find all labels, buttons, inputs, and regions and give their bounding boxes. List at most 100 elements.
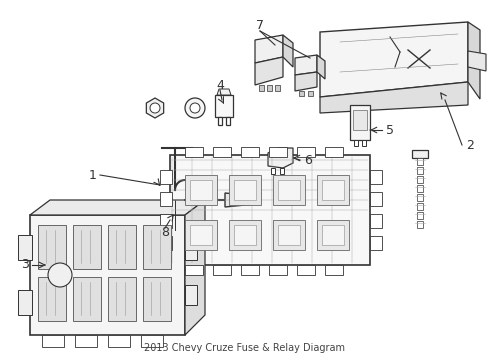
Bar: [30, 215, 184, 335]
Bar: [416, 167, 422, 174]
Bar: [259, 85, 264, 91]
Bar: [274, 85, 280, 91]
Bar: [184, 175, 217, 205]
Bar: [213, 265, 230, 275]
Bar: [18, 290, 32, 315]
Bar: [108, 225, 136, 269]
Text: 3: 3: [21, 258, 29, 271]
Bar: [325, 265, 342, 275]
Polygon shape: [316, 55, 325, 79]
Bar: [353, 140, 357, 146]
Polygon shape: [184, 200, 204, 335]
Bar: [416, 212, 422, 219]
Bar: [296, 147, 314, 157]
Bar: [361, 140, 365, 146]
Polygon shape: [467, 51, 485, 71]
Bar: [234, 180, 256, 200]
Bar: [280, 168, 284, 174]
Bar: [228, 175, 261, 205]
Bar: [268, 265, 286, 275]
Bar: [141, 335, 163, 347]
Bar: [298, 91, 304, 96]
Bar: [369, 192, 381, 206]
Circle shape: [243, 195, 252, 205]
Polygon shape: [467, 22, 479, 99]
Circle shape: [184, 98, 204, 118]
Bar: [321, 225, 343, 245]
Polygon shape: [254, 57, 283, 85]
Bar: [416, 176, 422, 183]
Polygon shape: [349, 105, 369, 140]
Bar: [321, 180, 343, 200]
Polygon shape: [411, 150, 427, 158]
Bar: [266, 85, 271, 91]
Bar: [38, 225, 66, 269]
Bar: [369, 170, 381, 184]
Bar: [160, 192, 172, 206]
Bar: [184, 147, 203, 157]
Bar: [160, 170, 172, 184]
Bar: [316, 220, 348, 250]
Bar: [108, 277, 136, 321]
Bar: [416, 194, 422, 201]
Bar: [18, 235, 32, 260]
Bar: [184, 285, 197, 305]
Circle shape: [48, 263, 72, 287]
Bar: [416, 185, 422, 192]
Bar: [268, 147, 286, 157]
Polygon shape: [294, 72, 316, 91]
Bar: [307, 91, 312, 96]
Bar: [213, 147, 230, 157]
Polygon shape: [294, 55, 316, 75]
Polygon shape: [146, 98, 163, 118]
Bar: [270, 168, 274, 174]
Bar: [241, 147, 259, 157]
Bar: [416, 221, 422, 228]
Text: 7: 7: [256, 18, 264, 32]
Polygon shape: [224, 193, 244, 207]
Text: 4: 4: [216, 78, 224, 91]
Circle shape: [190, 103, 200, 113]
Bar: [241, 265, 259, 275]
Bar: [272, 220, 305, 250]
Polygon shape: [319, 82, 467, 113]
Polygon shape: [319, 22, 467, 97]
Bar: [108, 335, 130, 347]
Text: 6: 6: [304, 153, 311, 166]
Bar: [160, 236, 172, 250]
Bar: [184, 240, 197, 260]
Bar: [160, 214, 172, 228]
Bar: [278, 225, 299, 245]
Bar: [416, 203, 422, 210]
Bar: [73, 277, 101, 321]
Bar: [190, 180, 212, 200]
Bar: [42, 335, 64, 347]
Bar: [190, 225, 212, 245]
Bar: [142, 277, 171, 321]
Bar: [38, 277, 66, 321]
Bar: [278, 180, 299, 200]
Polygon shape: [217, 89, 230, 95]
Bar: [272, 175, 305, 205]
Bar: [170, 155, 369, 265]
Polygon shape: [267, 148, 292, 168]
Bar: [184, 220, 217, 250]
Text: 8: 8: [161, 225, 169, 239]
Bar: [369, 214, 381, 228]
Bar: [184, 265, 203, 275]
Bar: [352, 110, 366, 130]
Bar: [234, 225, 256, 245]
Text: 5: 5: [385, 123, 393, 136]
Bar: [416, 158, 422, 165]
Text: 1: 1: [89, 168, 97, 181]
Polygon shape: [30, 200, 204, 215]
Bar: [325, 147, 342, 157]
Polygon shape: [254, 35, 283, 63]
Bar: [142, 225, 171, 269]
Polygon shape: [215, 95, 232, 117]
Bar: [369, 236, 381, 250]
Bar: [218, 117, 222, 125]
Bar: [228, 220, 261, 250]
Text: 2: 2: [465, 139, 473, 152]
Text: 2013 Chevy Cruze Fuse & Relay Diagram: 2013 Chevy Cruze Fuse & Relay Diagram: [143, 343, 344, 353]
